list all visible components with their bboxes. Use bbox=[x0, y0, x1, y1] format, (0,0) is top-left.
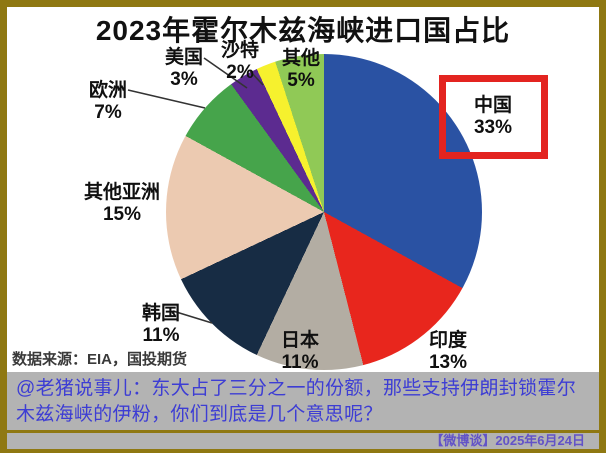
slice-percent: 5% bbox=[287, 70, 315, 91]
slice-percent: 13% bbox=[428, 352, 468, 372]
slice-label-korea: 韩国 11% bbox=[142, 303, 180, 347]
slice-name: 沙特 bbox=[220, 40, 260, 61]
caption-text: @老猪说事儿：东大占了三分之一的份额，那些支持伊朗封锁霍尔木兹海峡的伊粉，你们到… bbox=[16, 378, 576, 425]
slice-name: 其他亚洲 bbox=[83, 182, 161, 203]
slice-label-india: 印度 13% bbox=[429, 330, 467, 372]
slice-percent: 7% bbox=[94, 102, 122, 123]
slice-label-europe: 欧洲 7% bbox=[89, 80, 127, 124]
highlight-box bbox=[439, 75, 548, 159]
slice-percent: 11% bbox=[281, 352, 319, 372]
slice-percent: 2% bbox=[226, 62, 254, 83]
caption-panel: @老猪说事儿：东大占了三分之一的份额，那些支持伊朗封锁霍尔木兹海峡的伊粉，你们到… bbox=[7, 372, 599, 430]
slice-name: 印度 bbox=[428, 330, 467, 351]
slice-percent: 15% bbox=[102, 204, 142, 225]
pie-chart-panel: 2023年霍尔木兹海峡进口国占比 欧洲 7% 美国 3% 沙特 2% 其他 5%… bbox=[7, 7, 599, 372]
slice-name: 日本 bbox=[280, 330, 320, 351]
slice-label-other-asia: 其他亚洲 15% bbox=[84, 182, 160, 226]
slice-label-saudi: 沙特 2% bbox=[221, 40, 259, 84]
footer-bar: 【微博谈】2025年6月24日 bbox=[7, 433, 599, 449]
chart-title: 2023年霍尔木兹海峡进口国占比 bbox=[95, 15, 511, 46]
slice-label-china: 中国 33% bbox=[474, 95, 512, 139]
slice-name: 其他 bbox=[281, 48, 321, 69]
slice-name: 美国 bbox=[164, 47, 204, 68]
slice-name: 欧洲 bbox=[88, 80, 128, 101]
slice-label-usa: 美国 3% bbox=[165, 47, 203, 91]
slice-name: 中国 bbox=[473, 95, 512, 116]
leader-line-europe bbox=[127, 89, 206, 109]
slice-label-others: 其他 5% bbox=[282, 48, 320, 92]
slice-percent: 33% bbox=[473, 117, 513, 138]
slice-percent: 3% bbox=[170, 69, 198, 90]
slice-label-japan: 日本 11% bbox=[281, 330, 319, 372]
footer-date: 【微博谈】2025年6月24日 bbox=[430, 433, 585, 448]
slice-name: 韩国 bbox=[141, 303, 181, 324]
source-note: 数据来源：EIA，国投期货 bbox=[12, 351, 188, 368]
pie-chart bbox=[166, 54, 482, 370]
slice-percent: 11% bbox=[142, 325, 180, 346]
